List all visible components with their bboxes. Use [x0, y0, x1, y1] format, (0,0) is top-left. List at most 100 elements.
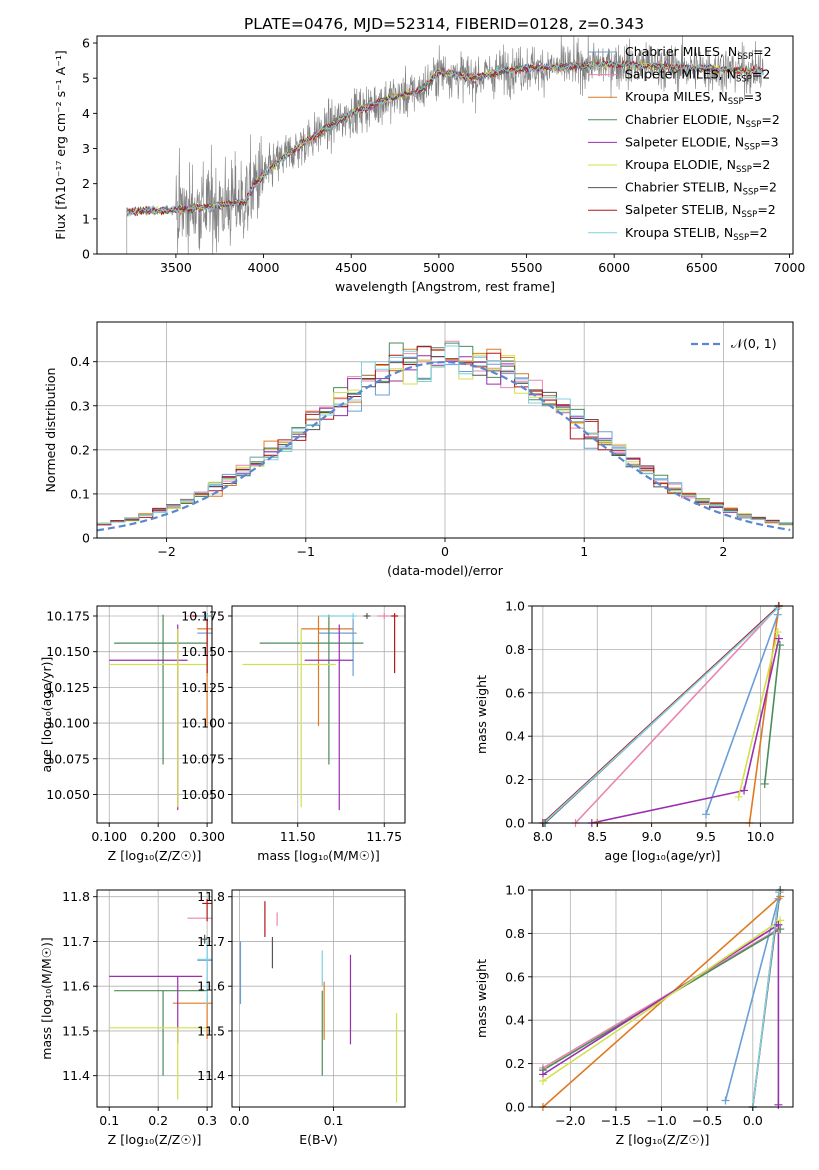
panel-spectrum: 3500 4000 4500 5000 5500 6000 6500 7000 0 1 2 3 4 5 6 w… — [53, 35, 806, 294]
axes-frame — [531, 889, 794, 1108]
x-tick-label: 1 — [580, 544, 588, 559]
spectrum-legend: Chabrier MILES, NSSP=2 Salpeter MILES, NS… — [588, 44, 780, 243]
weight-point-marker — [774, 634, 783, 643]
y-tick-label: 0.4 — [70, 354, 90, 369]
y-tick-label: 11.5 — [62, 1023, 90, 1038]
weight-line-0 — [724, 898, 780, 1101]
x-tick-label: 0.1 — [324, 1113, 344, 1128]
x-tick-label: 7000 — [774, 260, 806, 275]
x-tick-label: 5500 — [511, 260, 543, 275]
figure-title: PLATE=0476, MJD=52314, FIBERID=0128, z=0… — [244, 15, 644, 33]
weight-point-marker — [774, 920, 783, 929]
y-tick-label: 0 — [82, 531, 90, 546]
legend-entry: Chabrier MILES, NSSP=2 — [625, 44, 772, 62]
legend-entry: Salpeter ELODIE, NSSP=3 — [625, 134, 779, 152]
y-tick-label: 11.6 — [197, 979, 225, 994]
x-tick-label: 0.200 — [140, 829, 176, 844]
y-tick-label: 11.6 — [62, 979, 90, 994]
x-tick-label: 9.5 — [696, 829, 716, 844]
x-tick-label: −0.5 — [692, 1113, 722, 1128]
x-tick-label: 0.100 — [91, 829, 127, 844]
panel-age-vs-Z: 0.100 0.200 0.300 10.050 10.075 10.100 10.125 1… — [39, 605, 225, 863]
y-axis-label: mass weight — [474, 959, 489, 1038]
y-tick-label: 0.2 — [70, 442, 90, 457]
axes-frame — [96, 889, 213, 1108]
legend-entry: Kroupa MILES, NSSP=3 — [625, 89, 762, 107]
y-tick-label: 0.4 — [505, 1013, 525, 1028]
x-tick-label: 0 — [441, 544, 449, 559]
legend-entry: Chabrier ELODIE, NSSP=2 — [625, 112, 780, 130]
y-axis-label: Normed distribution — [43, 368, 58, 493]
weight-line-5 — [737, 631, 779, 798]
plot-area-spectrum — [126, 36, 764, 254]
y-tick-label: 11.4 — [197, 1068, 225, 1083]
y-tick-label: 0 — [82, 247, 90, 262]
axes-frame — [96, 605, 213, 824]
weight-point-marker — [775, 641, 784, 650]
y-tick-label: 11.7 — [62, 934, 90, 949]
y-tick-label: 1 — [82, 211, 90, 226]
panel-age-vs-mass: 11.50 11.75 10.050 10.075 10.100 10.125 10.150… — [181, 605, 406, 863]
axes-frame — [231, 889, 406, 1108]
weight-point-marker — [773, 628, 782, 637]
histogram-series-8 — [97, 345, 793, 528]
x-tick-label: 0.3 — [197, 1113, 217, 1128]
y-axis-label: mass weight — [474, 675, 489, 754]
panel-weight-vs-age: 8.0 8.5 9.0 9.5 10.0 0.0 0.2 0.4 0.6 0.8 1.0 age [l… — [474, 599, 794, 863]
y-tick-label: 11.8 — [197, 889, 225, 904]
weight-point-marker — [776, 916, 785, 925]
x-tick-label: 4500 — [335, 260, 367, 275]
panel-mass-vs-ebv: 0.0 0.1 11.4 11.5 11.6 11.7 11.8 E(B-V) — [197, 889, 406, 1147]
weight-line-1 — [542, 928, 779, 1069]
y-tick-label: 1.0 — [505, 599, 525, 614]
x-tick-label: 10.0 — [746, 829, 774, 844]
x-tick-label: −1.5 — [601, 1113, 631, 1128]
y-tick-label: 0.6 — [505, 969, 525, 984]
panel-weight-vs-Z: −2.0 −1.5 −1.0 −0.5 0.0 0.0 0.2 0.4 0.6 0.8 1.0 Z [… — [474, 883, 794, 1147]
plot-area-residuals — [97, 340, 793, 532]
x-tick-label: 0.0 — [743, 1113, 763, 1128]
y-tick-label: 3 — [82, 141, 90, 156]
y-tick-label: 10.050 — [181, 787, 225, 802]
weight-line-0 — [705, 614, 779, 815]
y-tick-label: 0.4 — [505, 729, 525, 744]
weight-line-3 — [763, 645, 781, 784]
x-tick-label: 9.0 — [642, 829, 662, 844]
y-tick-label: 10.075 — [46, 751, 90, 766]
y-axis-label: Flux [fλ10⁻¹⁷ erg cm⁻² s⁻¹ A⁻¹] — [53, 50, 68, 239]
y-tick-label: 0.1 — [70, 486, 90, 501]
weight-line-1 — [574, 606, 780, 823]
x-axis-label: Z [log₁₀(Z/Z☉)] — [616, 1132, 710, 1147]
normal-curve — [97, 360, 791, 532]
plot-area-mass-vs-ebv — [239, 901, 398, 1103]
weight-line-8 — [543, 607, 779, 823]
x-axis-label: mass [log₁₀(M/M☉)] — [257, 848, 379, 863]
y-tick-label: 10.125 — [181, 680, 225, 695]
y-tick-label: 10.075 — [181, 751, 225, 766]
y-tick-label: 0.6 — [505, 685, 525, 700]
weight-point-marker — [776, 925, 785, 934]
y-tick-label: 10.050 — [46, 787, 90, 802]
legend-entry: Salpeter MILES, NSSP=2 — [625, 67, 770, 85]
x-tick-label: 6000 — [598, 260, 630, 275]
x-tick-label: −1.0 — [646, 1113, 676, 1128]
y-tick-label: 0.2 — [505, 1056, 525, 1071]
y-tick-label: 1.0 — [505, 883, 525, 898]
y-tick-label: 11.4 — [62, 1068, 90, 1083]
x-axis-label: (data-model)/error — [387, 563, 504, 578]
y-tick-label: 10.150 — [181, 644, 225, 659]
legend-entry: Chabrier STELIB, NSSP=2 — [625, 180, 777, 198]
y-tick-label: 6 — [82, 36, 90, 51]
x-tick-label: 3500 — [160, 260, 192, 275]
y-tick-label: 0.2 — [505, 772, 525, 787]
x-tick-label: 11.75 — [366, 829, 402, 844]
y-tick-label: 5 — [82, 71, 90, 86]
weight-point-marker — [538, 1076, 547, 1085]
y-axis-label: age [log₁₀(age/yr)] — [39, 657, 54, 773]
legend-entry: Salpeter STELIB, NSSP=2 — [625, 202, 776, 220]
x-tick-label: 0.0 — [230, 1113, 250, 1128]
plot-area-age-vs-mass — [242, 613, 399, 811]
x-tick-label: 0.1 — [99, 1113, 119, 1128]
panel-residuals: −2 −1 0 1 2 0 0.1 0.2 0.3 0.4 (data-model)/error No… — [43, 321, 794, 578]
